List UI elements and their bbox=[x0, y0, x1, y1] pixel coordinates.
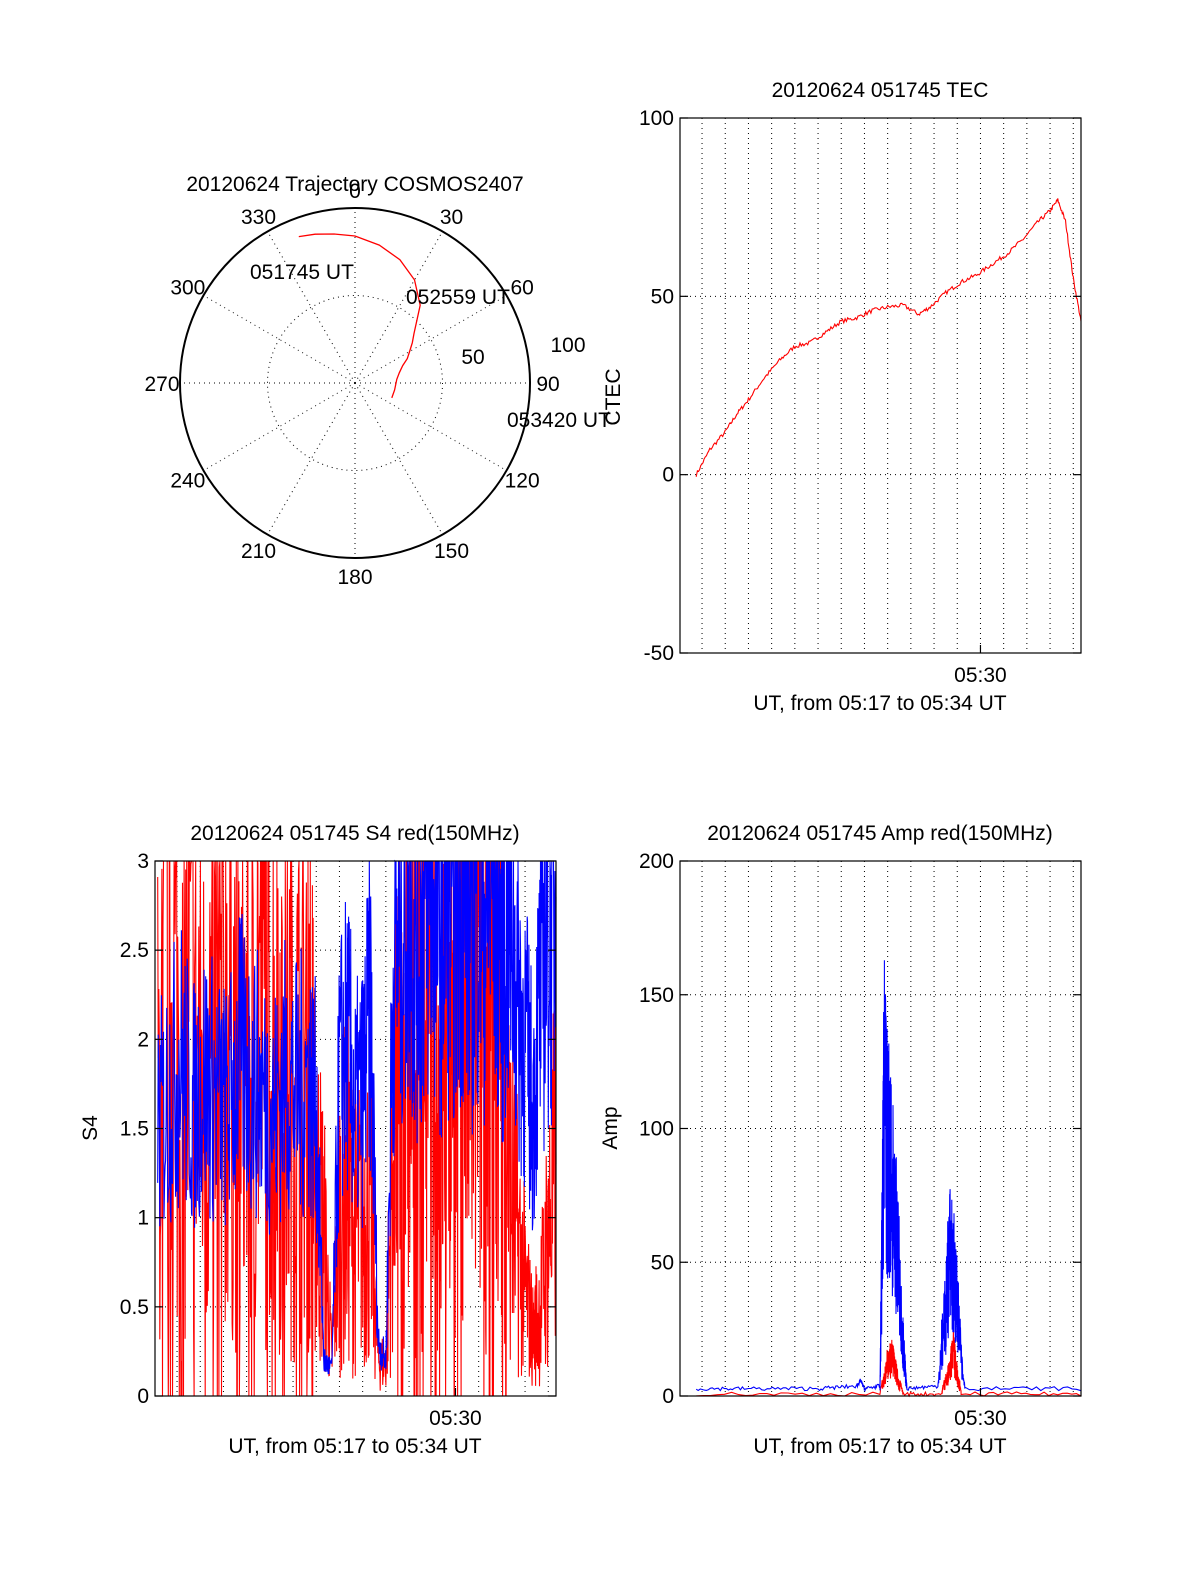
polar-annotation-end: 053420 UT bbox=[507, 409, 611, 432]
tec-series bbox=[695, 198, 1082, 477]
polar-spoke-150 bbox=[354, 382, 443, 535]
tec-y-ticks: -50 0 50 100 bbox=[639, 107, 1081, 665]
s4-series bbox=[157, 859, 557, 1397]
polar-angle-label-150: 150 bbox=[434, 540, 469, 563]
s4-title: 20120624 051745 S4 red(150MHz) bbox=[190, 822, 519, 845]
polar-annotation-start: 051745 UT bbox=[250, 261, 354, 284]
tec-ytick-label: -50 bbox=[644, 642, 674, 665]
tec-grid bbox=[680, 117, 1081, 654]
amp-series-red-line bbox=[696, 1329, 1082, 1398]
polar-spoke-60 bbox=[354, 295, 507, 384]
tec-x-ticks: 05:30 bbox=[954, 645, 1007, 687]
tec-xtick-label: 05:30 bbox=[954, 664, 1007, 687]
polar-angle-label-60: 60 bbox=[510, 277, 533, 300]
polar-angle-label-90: 90 bbox=[536, 373, 559, 396]
s4-xtick-label: 05:30 bbox=[429, 1407, 482, 1430]
amp-xtick-label: 05:30 bbox=[954, 1407, 1007, 1430]
s4-ytick-label: 0.5 bbox=[120, 1296, 149, 1319]
polar-trajectory-line bbox=[298, 233, 421, 399]
polar-spoke-120 bbox=[354, 382, 507, 471]
polar-panel: 20120624 Trajectory COSMOS2407 0 30 60 90 12… bbox=[144, 173, 611, 589]
tec-title: 20120624 051745 TEC bbox=[772, 79, 989, 102]
tec-xlabel: UT, from 05:17 to 05:34 UT bbox=[753, 692, 1006, 715]
polar-radial-label-50: 50 bbox=[461, 346, 484, 369]
amp-ytick-label: 200 bbox=[639, 850, 674, 873]
polar-angle-label-30: 30 bbox=[440, 206, 463, 229]
polar-angle-label-0: 0 bbox=[349, 180, 361, 203]
amp-panel: 20120624 051745 Amp red(150MHz) 0 50 100 15… bbox=[599, 822, 1082, 1458]
polar-angle-label-120: 120 bbox=[505, 470, 540, 493]
amp-grid bbox=[680, 860, 1081, 1397]
polar-grid-circle-50 bbox=[267, 295, 443, 471]
s4-panel: 20120624 051745 S4 red(150MHz) 0 0.5 1 1.5 2… bbox=[79, 822, 557, 1458]
polar-angle-label-180: 180 bbox=[337, 566, 372, 589]
polar-title: 20120624 Trajectory COSMOS2407 bbox=[186, 173, 523, 196]
amp-ytick-label: 50 bbox=[651, 1251, 674, 1274]
s4-ytick-label: 2 bbox=[137, 1028, 149, 1051]
s4-ytick-label: 1 bbox=[137, 1207, 149, 1230]
polar-grid bbox=[180, 208, 530, 558]
amp-series-blue-line bbox=[695, 960, 1082, 1393]
tec-series-red-line bbox=[695, 198, 1082, 477]
tec-ylabel: CTEC bbox=[602, 368, 625, 425]
amp-ytick-label: 150 bbox=[639, 984, 674, 1007]
polar-spoke-240 bbox=[203, 382, 356, 471]
polar-annotation-mid: 052559 UT bbox=[406, 286, 510, 309]
polar-outer-circle bbox=[179, 207, 531, 559]
tec-ytick-label: 100 bbox=[639, 107, 674, 130]
polar-spoke-30 bbox=[354, 231, 443, 384]
s4-ytick-label: 2.5 bbox=[120, 939, 149, 962]
polar-angle-labels: 0 30 60 90 120 150 180 210 240 270 300 330 bbox=[144, 180, 559, 589]
tec-ytick-label: 50 bbox=[651, 285, 674, 308]
s4-ytick-label: 3 bbox=[137, 850, 149, 873]
polar-spoke-300 bbox=[203, 295, 356, 384]
amp-y-ticks: 0 50 100 150 200 bbox=[639, 850, 1081, 1408]
s4-y-ticks: 0 0.5 1 1.5 2 2.5 3 bbox=[120, 850, 556, 1408]
polar-radial-label-100: 100 bbox=[550, 334, 585, 357]
amp-ytick-label: 100 bbox=[639, 1118, 674, 1141]
s4-ytick-label: 0 bbox=[137, 1385, 149, 1408]
polar-angle-label-210: 210 bbox=[241, 540, 276, 563]
amp-ytick-label: 0 bbox=[662, 1385, 674, 1408]
amp-x-ticks: 05:30 bbox=[954, 1388, 1007, 1430]
polar-spoke-210 bbox=[267, 382, 356, 535]
polar-angle-label-300: 300 bbox=[170, 277, 205, 300]
amp-title: 20120624 051745 Amp red(150MHz) bbox=[707, 822, 1053, 845]
s4-xlabel: UT, from 05:17 to 05:34 UT bbox=[228, 1435, 481, 1458]
polar-angle-label-270: 270 bbox=[144, 373, 179, 396]
polar-spoke-330 bbox=[267, 231, 356, 384]
tec-plot-frame bbox=[679, 117, 1082, 654]
polar-angle-label-330: 330 bbox=[241, 206, 276, 229]
s4-ytick-label: 1.5 bbox=[120, 1118, 149, 1141]
tec-panel: 20120624 051745 TEC -50 0 50 100 05:30 UT, … bbox=[602, 79, 1082, 715]
s4-ylabel: S4 bbox=[79, 1115, 102, 1141]
amp-ylabel: Amp bbox=[599, 1106, 622, 1149]
amp-xlabel: UT, from 05:17 to 05:34 UT bbox=[753, 1435, 1006, 1458]
tec-ytick-label: 0 bbox=[662, 464, 674, 487]
polar-angle-label-240: 240 bbox=[170, 470, 205, 493]
amp-series bbox=[695, 960, 1082, 1398]
s4-x-ticks: 05:30 bbox=[429, 1388, 482, 1430]
